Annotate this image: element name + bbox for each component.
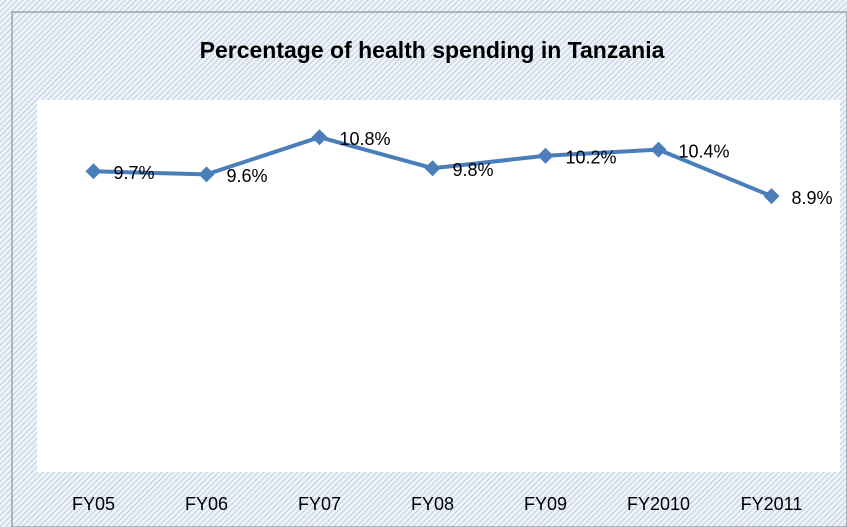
data-label: 10.2% xyxy=(566,148,617,168)
plot-area xyxy=(37,100,840,472)
data-label: 9.6% xyxy=(227,166,268,186)
marker xyxy=(311,129,328,146)
chart-title: Percentage of health spending in Tanzani… xyxy=(200,37,665,63)
data-label: 10.8% xyxy=(340,129,391,149)
data-label: 9.8% xyxy=(453,160,494,180)
x-tick-label: FY08 xyxy=(411,494,454,514)
chart-border xyxy=(11,11,847,527)
marker xyxy=(650,141,667,158)
x-tick-label: FY05 xyxy=(72,494,115,514)
marker xyxy=(537,147,554,164)
x-tick-label: FY06 xyxy=(185,494,228,514)
x-tick-label: FY09 xyxy=(524,494,567,514)
data-label: 10.4% xyxy=(679,141,730,161)
data-label: 9.7% xyxy=(114,163,155,183)
marker xyxy=(85,163,102,180)
x-tick-label: FY2011 xyxy=(741,494,803,514)
marker xyxy=(763,188,780,205)
marker xyxy=(198,166,215,183)
x-tick-label: FY07 xyxy=(298,494,341,514)
data-label: 8.9% xyxy=(792,188,833,208)
marker xyxy=(424,160,441,177)
x-tick-label: FY2010 xyxy=(627,494,690,514)
